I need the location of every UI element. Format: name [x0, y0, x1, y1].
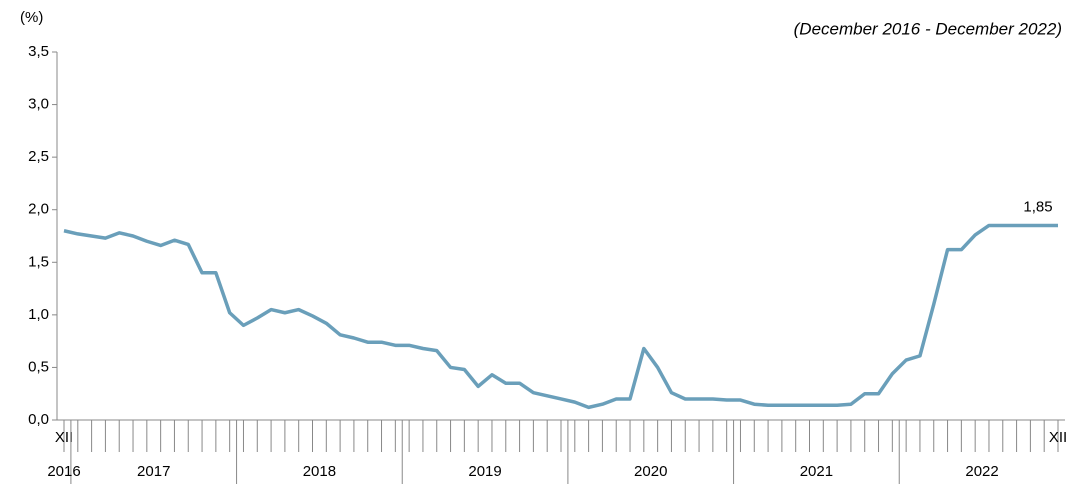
data-label: 1,85 — [1023, 198, 1052, 215]
group-label: 2021 — [800, 463, 833, 480]
y-tick-label: 1,0 — [28, 306, 49, 323]
group-label: 2020 — [634, 463, 667, 480]
group-label: 2016 — [47, 463, 80, 480]
group-label: 2018 — [303, 463, 336, 480]
y-tick-label: 1,5 — [28, 253, 49, 270]
group-label: 2019 — [468, 463, 501, 480]
y-tick-label: 3,5 — [28, 43, 49, 60]
line-series — [63, 223, 1058, 410]
chart-subtitle: (December 2016 - December 2022) — [794, 19, 1062, 38]
y-tick-label: 0,5 — [28, 358, 49, 375]
group-label: 2022 — [965, 463, 998, 480]
x-tick-label: XII — [55, 429, 73, 446]
y-tick-label: 2,5 — [28, 148, 49, 165]
x-tick-label: XII — [1049, 429, 1067, 446]
y-tick-label: 2,0 — [28, 201, 49, 218]
y-tick-label: 0,0 — [28, 411, 49, 428]
group-label: 2017 — [137, 463, 170, 480]
y-axis-label: (%) — [20, 9, 43, 26]
y-tick-label: 3,0 — [28, 96, 49, 113]
